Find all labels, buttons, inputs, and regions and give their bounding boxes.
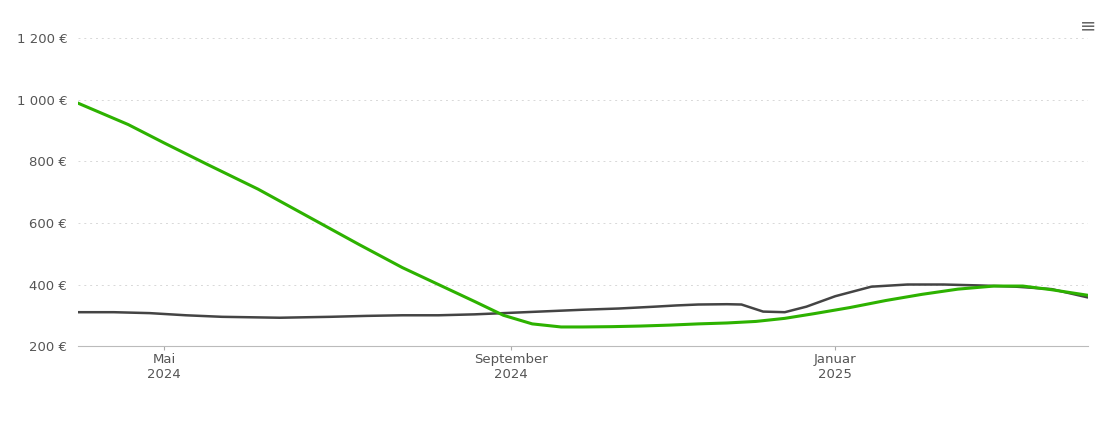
Sackware	[1081, 295, 1094, 300]
lose Ware	[807, 311, 820, 316]
lose Ware	[251, 187, 264, 192]
lose Ware	[526, 322, 539, 327]
Sackware	[539, 309, 553, 314]
Sackware	[937, 282, 950, 287]
lose Ware	[467, 299, 481, 304]
lose Ware	[720, 320, 734, 325]
Sackware	[613, 306, 626, 311]
lose Ware	[951, 287, 965, 292]
lose Ware	[92, 110, 107, 115]
Sackware	[215, 314, 229, 319]
Sackware	[180, 313, 193, 318]
lose Ware	[201, 162, 214, 167]
Sackware	[1045, 287, 1058, 292]
lose Ware	[1045, 287, 1058, 292]
lose Ware	[663, 322, 676, 327]
Sackware	[670, 303, 684, 308]
Sackware	[273, 315, 286, 320]
lose Ware	[879, 298, 892, 303]
Sackware	[143, 311, 157, 316]
Sackware	[778, 310, 791, 315]
lose Ware	[634, 324, 647, 329]
lose Ware	[749, 319, 763, 324]
lose Ware	[158, 141, 171, 146]
lose Ware	[844, 305, 857, 310]
lose Ware	[915, 292, 928, 297]
Sackware	[799, 304, 813, 309]
Sackware	[504, 310, 517, 315]
Sackware	[324, 314, 337, 319]
Sackware	[1009, 284, 1022, 289]
lose Ware	[121, 122, 135, 127]
lose Ware	[1016, 284, 1029, 289]
lose Ware	[605, 324, 618, 329]
Sackware	[865, 284, 878, 289]
lose Ware	[71, 100, 84, 106]
Sackware	[467, 312, 481, 317]
lose Ware	[302, 214, 315, 219]
Sackware	[360, 314, 373, 319]
Sackware	[395, 313, 408, 318]
Sackware	[576, 307, 589, 312]
lose Ware	[1081, 293, 1094, 298]
Sackware	[757, 309, 770, 314]
lose Ware	[576, 325, 589, 330]
Sackware	[735, 302, 748, 307]
lose Ware	[692, 322, 705, 327]
lose Ware	[555, 325, 568, 330]
Sackware	[692, 302, 705, 307]
Sackware	[432, 313, 445, 318]
Line: Sackware: Sackware	[78, 284, 1088, 318]
Sackware	[720, 302, 734, 307]
lose Ware	[778, 316, 791, 321]
Sackware	[901, 282, 915, 287]
Sackware	[71, 310, 84, 315]
lose Ware	[395, 265, 408, 270]
lose Ware	[352, 242, 365, 247]
Sackware	[828, 294, 841, 299]
Line: lose Ware: lose Ware	[78, 103, 1088, 327]
lose Ware	[988, 284, 1001, 289]
Sackware	[648, 304, 662, 309]
Sackware	[107, 310, 121, 315]
lose Ware	[432, 282, 445, 287]
Sackware	[972, 283, 986, 288]
lose Ware	[497, 313, 511, 318]
Text: ≡: ≡	[1080, 17, 1097, 36]
